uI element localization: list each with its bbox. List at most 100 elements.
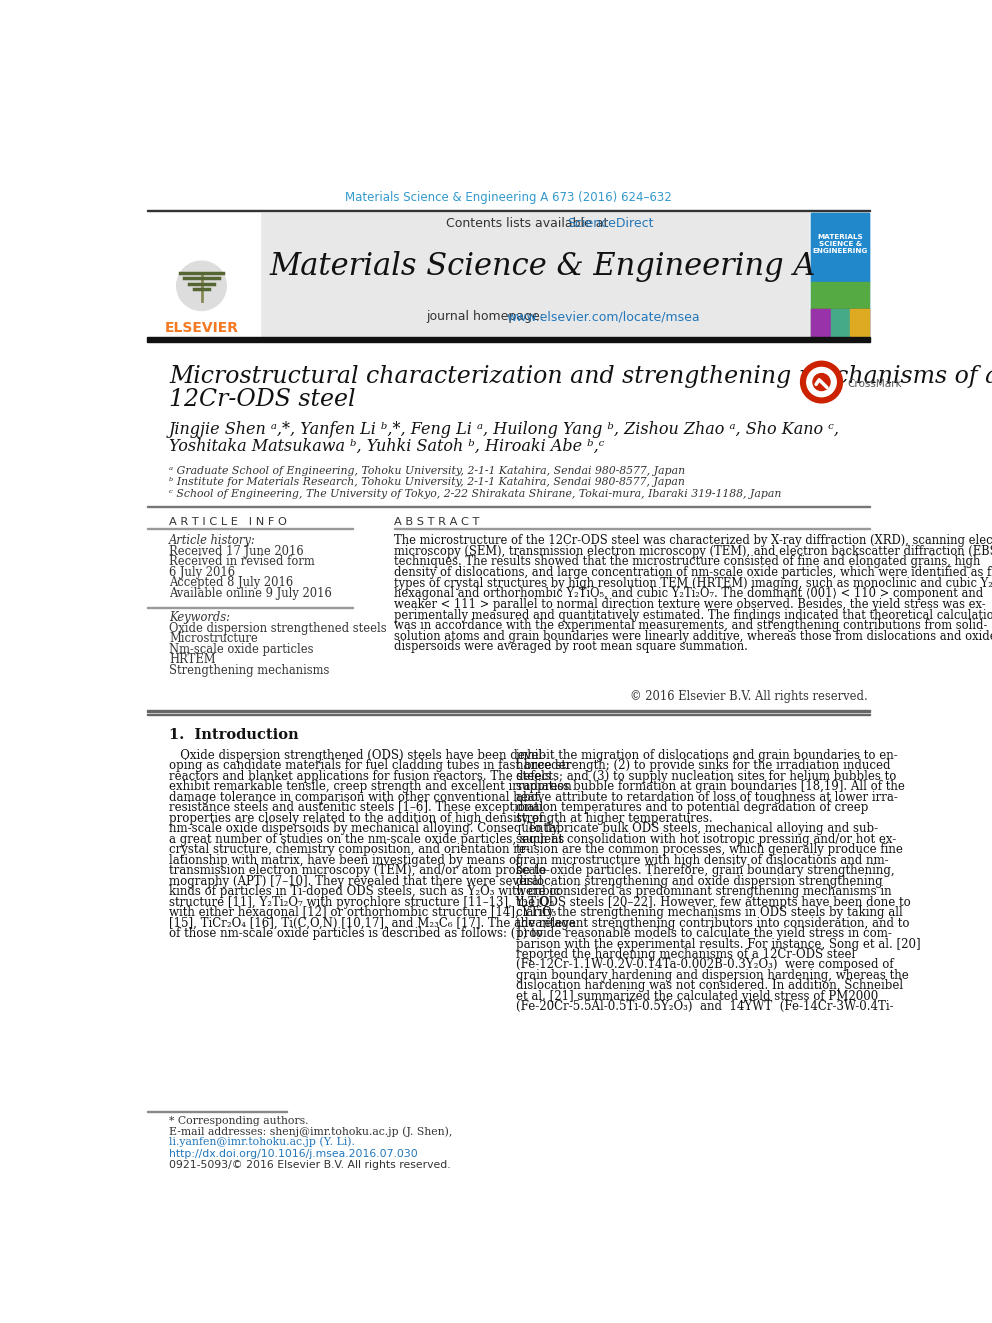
Text: the relevant strengthening contributors into consideration, and to: the relevant strengthening contributors …: [516, 917, 910, 930]
Text: ScienceDirect: ScienceDirect: [567, 217, 654, 230]
Text: clarify the strengthening mechanisms in ODS steels by taking all: clarify the strengthening mechanisms in …: [516, 906, 903, 919]
Text: above attribute to retardation of loss of toughness at lower irra-: above attribute to retardation of loss o…: [516, 791, 898, 804]
Text: dislocation hardening was not considered. In addition, Schneibel: dislocation hardening was not considered…: [516, 979, 904, 992]
Text: ELSEVIER: ELSEVIER: [165, 321, 238, 335]
Bar: [147, 209, 870, 212]
Text: diation temperatures and to potential degradation of creep: diation temperatures and to potential de…: [516, 802, 869, 815]
Text: Keywords:: Keywords:: [169, 611, 230, 624]
Text: types of crystal structures by high resolution TEM (HRTEM) imaging, such as mono: types of crystal structures by high reso…: [394, 577, 992, 590]
Text: A R T I C L E   I N F O: A R T I C L E I N F O: [169, 517, 287, 527]
Text: To fabricate bulk ODS steels, mechanical alloying and sub-: To fabricate bulk ODS steels, mechanical…: [516, 823, 878, 835]
Text: a great number of studies on the nm-scale oxide particles, such as: a great number of studies on the nm-scal…: [169, 832, 564, 845]
Text: defects; and (3) to supply nucleation sites for helium bubbles to: defects; and (3) to supply nucleation si…: [516, 770, 897, 783]
Text: Nm-scale oxide particles: Nm-scale oxide particles: [169, 643, 313, 656]
Text: CrossMark: CrossMark: [847, 378, 902, 389]
Text: damage tolerance in comparison with other conventional heat: damage tolerance in comparison with othe…: [169, 791, 540, 804]
Text: ᵃ Graduate School of Engineering, Tohoku University, 2-1-1 Katahira, Sendai 980-: ᵃ Graduate School of Engineering, Tohoku…: [169, 466, 685, 475]
Text: dispersoids were averaged by root mean square summation.: dispersoids were averaged by root mean s…: [394, 640, 748, 654]
Text: lationship with matrix, have been investigated by means of: lationship with matrix, have been invest…: [169, 853, 521, 867]
Text: density of dislocations, and large concentration of nm-scale oxide particles, wh: density of dislocations, and large conce…: [394, 566, 992, 579]
Text: (Fe-12Cr-1.1W-0.2V-0.14Ta-0.002B-0.3Y₂O₃)  were composed of: (Fe-12Cr-1.1W-0.2V-0.14Ta-0.002B-0.3Y₂O₃…: [516, 958, 894, 971]
Text: microscopy (SEM), transmission electron microscopy (TEM), and electron backscatt: microscopy (SEM), transmission electron …: [394, 545, 992, 558]
Text: resistance steels and austenitic steels [1–6]. These exceptional: resistance steels and austenitic steels …: [169, 802, 544, 815]
Text: HRTEM: HRTEM: [169, 654, 215, 667]
Bar: [811, 213, 869, 337]
Text: nm-scale oxide dispersoids by mechanical alloying. Consequently,: nm-scale oxide dispersoids by mechanical…: [169, 823, 560, 835]
Text: MATERIALS
SCIENCE &
ENGINEERING: MATERIALS SCIENCE & ENGINEERING: [812, 234, 868, 254]
Circle shape: [813, 373, 830, 390]
Text: reported the hardening mechanisms of a 12Cr-ODS steel: reported the hardening mechanisms of a 1…: [516, 949, 855, 960]
Bar: [809, 213, 870, 336]
Text: Oxide dispersion strengthened (ODS) steels have been devel-: Oxide dispersion strengthened (ODS) stee…: [169, 749, 546, 762]
Text: Received in revised form: Received in revised form: [169, 556, 314, 569]
Bar: [811, 213, 869, 282]
Text: Available online 9 July 2016: Available online 9 July 2016: [169, 586, 331, 599]
Text: Strengthening mechanisms: Strengthening mechanisms: [169, 664, 329, 676]
Text: properties are closely related to the addition of high density of: properties are closely related to the ad…: [169, 812, 543, 824]
Text: reactors and blanket applications for fusion reactors. The steels: reactors and blanket applications for fu…: [169, 770, 551, 783]
Bar: [147, 213, 260, 336]
Text: were considered as predominant strengthening mechanisms in: were considered as predominant strengthe…: [516, 885, 892, 898]
Text: perimentally measured and quantitatively estimated. The findings indicated that : perimentally measured and quantitatively…: [394, 609, 992, 622]
Text: Materials Science & Engineering A 673 (2016) 624–632: Materials Science & Engineering A 673 (2…: [345, 191, 672, 204]
Text: parison with the experimental results. For instance, Song et al. [20]: parison with the experimental results. F…: [516, 938, 921, 950]
Bar: [811, 308, 869, 337]
Text: A B S T R A C T: A B S T R A C T: [394, 517, 479, 527]
Text: transmission electron microscopy (TEM), and/or atom probe to-: transmission electron microscopy (TEM), …: [169, 864, 550, 877]
Text: Oxide dispersion strengthened steels: Oxide dispersion strengthened steels: [169, 622, 387, 635]
Text: exhibit remarkable tensile, creep strength and excellent irradiation: exhibit remarkable tensile, creep streng…: [169, 781, 571, 794]
Text: 12Cr-ODS steel: 12Cr-ODS steel: [169, 388, 355, 411]
Text: Received 17 June 2016: Received 17 June 2016: [169, 545, 304, 558]
Circle shape: [801, 361, 842, 402]
Bar: [147, 336, 870, 343]
Text: Yoshitaka Matsukawa ᵇ, Yuhki Satoh ᵇ, Hiroaki Abe ᵇ,ᶜ: Yoshitaka Matsukawa ᵇ, Yuhki Satoh ᵇ, Hi…: [169, 438, 604, 455]
Text: et al. [21] summarized the calculated yield stress of PM2000: et al. [21] summarized the calculated yi…: [516, 990, 878, 1003]
Text: 6 July 2016: 6 July 2016: [169, 566, 235, 578]
Bar: [811, 282, 869, 308]
Text: Microstructural characterization and strengthening mechanisms of a: Microstructural characterization and str…: [169, 365, 992, 388]
Text: suppress bubble formation at grain boundaries [18,19]. All of the: suppress bubble formation at grain bound…: [516, 781, 905, 794]
Text: scale oxide particles. Therefore, grain boundary strengthening,: scale oxide particles. Therefore, grain …: [516, 864, 895, 877]
Text: Jingjie Shen ᵃ,*, Yanfen Li ᵇ,*, Feng Li ᵃ, Huilong Yang ᵇ, Zishou Zhao ᵃ, Sho K: Jingjie Shen ᵃ,*, Yanfen Li ᵇ,*, Feng Li…: [169, 421, 840, 438]
Text: The microstructure of the 12Cr-ODS steel was characterized by X-ray diffraction : The microstructure of the 12Cr-ODS steel…: [394, 534, 992, 548]
Text: oping as candidate materials for fuel cladding tubes in fast breeder: oping as candidate materials for fuel cl…: [169, 759, 571, 773]
Text: techniques. The results showed that the microstructure consisted of fine and elo: techniques. The results showed that the …: [394, 556, 980, 569]
Text: 0921-5093/© 2016 Elsevier B.V. All rights reserved.: 0921-5093/© 2016 Elsevier B.V. All right…: [169, 1160, 450, 1170]
Text: hexagonal and orthorhombic Y₂TiO₅, and cubic Y₂Ti₂O₇. The dominant ⟨001⟩ < 110 >: hexagonal and orthorhombic Y₂TiO₅, and c…: [394, 587, 983, 601]
Text: [15], TiCr₂O₄ [16], Ti(C,O,N) [10,17], and M₂₃C₆ [17]. The advantage: [15], TiCr₂O₄ [16], Ti(C,O,N) [10,17], a…: [169, 917, 575, 930]
Text: dislocation strengthening and oxide dispersion strengthening: dislocation strengthening and oxide disp…: [516, 875, 883, 888]
Text: hance strength; (2) to provide sinks for the irradiation induced: hance strength; (2) to provide sinks for…: [516, 759, 891, 773]
Circle shape: [806, 368, 836, 397]
Text: crystal structure, chemistry composition, and orientation re-: crystal structure, chemistry composition…: [169, 843, 530, 856]
Text: solution atoms and grain boundaries were linearly additive, whereas those from d: solution atoms and grain boundaries were…: [394, 630, 992, 643]
Text: strength at higher temperatures.: strength at higher temperatures.: [516, 812, 713, 824]
Circle shape: [177, 261, 226, 311]
Text: * Corresponding authors.: * Corresponding authors.: [169, 1117, 309, 1126]
Text: Contents lists available at: Contents lists available at: [445, 217, 612, 230]
Text: www.elsevier.com/locate/msea: www.elsevier.com/locate/msea: [507, 310, 700, 323]
Text: the ODS steels [20–22]. However, few attempts have been done to: the ODS steels [20–22]. However, few att…: [516, 896, 911, 909]
Text: sequent consolidation with hot isotropic pressing and/or hot ex-: sequent consolidation with hot isotropic…: [516, 832, 897, 845]
Text: Accepted 8 July 2016: Accepted 8 July 2016: [169, 576, 293, 589]
Text: with either hexagonal [12] or orthorhombic structure [14], YTiO₃: with either hexagonal [12] or orthorhomb…: [169, 906, 557, 919]
Bar: [811, 308, 831, 337]
Text: http://dx.doi.org/10.1016/j.msea.2016.07.030: http://dx.doi.org/10.1016/j.msea.2016.07…: [169, 1148, 418, 1159]
Text: Article history:: Article history:: [169, 534, 256, 548]
Text: li.yanfen@imr.tohoku.ac.jp (Y. Li).: li.yanfen@imr.tohoku.ac.jp (Y. Li).: [169, 1136, 355, 1147]
Text: E-mail addresses: shenj@imr.tohoku.ac.jp (J. Shen),: E-mail addresses: shenj@imr.tohoku.ac.jp…: [169, 1126, 452, 1136]
Text: grain microstructure with high density of dislocations and nm-: grain microstructure with high density o…: [516, 853, 889, 867]
Text: 1.  Introduction: 1. Introduction: [169, 728, 299, 742]
Text: trusion are the common processes, which generally produce fine: trusion are the common processes, which …: [516, 843, 903, 856]
Text: journal homepage:: journal homepage:: [427, 310, 549, 323]
Text: © 2016 Elsevier B.V. All rights reserved.: © 2016 Elsevier B.V. All rights reserved…: [630, 689, 868, 703]
Text: grain boundary hardening and dispersion hardening, whereas the: grain boundary hardening and dispersion …: [516, 968, 909, 982]
Text: ᵇ Institute for Materials Research, Tohoku University, 2-1-1 Katahira, Sendai 98: ᵇ Institute for Materials Research, Toho…: [169, 478, 684, 487]
Text: ᶜ School of Engineering, The University of Tokyo, 2-22 Shirakata Shirane, Tokai-: ᶜ School of Engineering, The University …: [169, 488, 782, 499]
Text: weaker < 111 > parallel to normal direction texture were observed. Besides, the : weaker < 111 > parallel to normal direct…: [394, 598, 985, 611]
Text: mography (APT) [7–10]. They revealed that there were several: mography (APT) [7–10]. They revealed tha…: [169, 875, 543, 888]
Text: kinds of particles in Ti-doped ODS steels, such as Y₂O₃ with cubic: kinds of particles in Ti-doped ODS steel…: [169, 885, 559, 898]
Text: Microstructure: Microstructure: [169, 632, 258, 646]
Bar: [850, 308, 869, 337]
Text: Materials Science & Engineering A: Materials Science & Engineering A: [269, 251, 815, 282]
Text: structure [11], Y₂Ti₂O₇ with pyrochlore structure [11–13], Y₂TiO₅: structure [11], Y₂Ti₂O₇ with pyrochlore …: [169, 896, 555, 909]
